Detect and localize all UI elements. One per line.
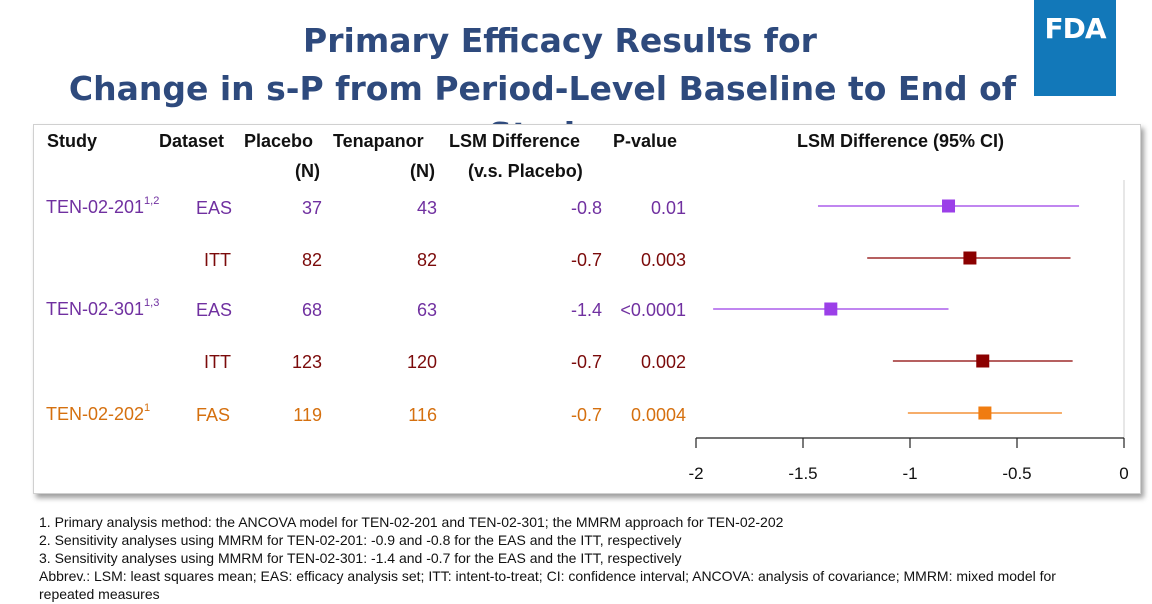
- forest-plot-title: LSM Difference (95% CI): [797, 131, 1005, 151]
- lsm-cell: -0.7: [570, 250, 602, 270]
- dataset-cell: FAS: [196, 405, 231, 425]
- pvalue-cell: <0.0001: [620, 300, 686, 320]
- slide-title-line2: Change in s-P from Period-Level Baseline…: [68, 69, 1017, 154]
- header-dataset: Dataset: [159, 131, 225, 151]
- study-name: TEN-02-3011,3: [46, 297, 160, 319]
- placebo-n-cell: 123: [291, 352, 322, 372]
- placebo-n-cell: 37: [301, 198, 322, 218]
- placebo-n-cell: 82: [301, 250, 322, 270]
- study-name: TEN-02-2011,2: [46, 195, 160, 217]
- footnote: 2. Sensitivity analyses using MMRM for T…: [39, 532, 682, 548]
- lsm-cell: -0.8: [570, 198, 602, 218]
- footnote: Abbrev.: LSM: least squares mean; EAS: e…: [39, 568, 1056, 602]
- tenapanor-n-cell: 116: [408, 405, 437, 425]
- footnotes: 1. Primary analysis method: the ANCOVA m…: [39, 513, 1099, 603]
- tenapanor-n-cell: 63: [416, 300, 437, 320]
- estimate-marker: [963, 251, 977, 265]
- x-axis-tick-label: 0: [1119, 464, 1128, 483]
- lsm-cell: -0.7: [570, 405, 602, 425]
- dataset-cell: ITT: [204, 250, 231, 270]
- header-lsm-sub: (v.s. Placebo): [468, 161, 583, 181]
- fda-logo: FDA: [1034, 0, 1116, 96]
- slide-title-line1: Primary Efficacy Results for: [303, 21, 817, 60]
- estimate-marker: [978, 406, 992, 420]
- pvalue-cell: 0.002: [640, 352, 686, 372]
- tenapanor-n-cell: 82: [416, 250, 437, 270]
- header-placebo-sub: (N): [295, 161, 320, 181]
- estimate-marker: [824, 302, 838, 316]
- fda-logo-text: FDA: [1044, 12, 1106, 45]
- dataset-cell: ITT: [204, 352, 231, 372]
- header-tenapanor: Tenapanor: [333, 131, 424, 151]
- pvalue-cell: 0.0004: [630, 405, 686, 425]
- x-axis-tick-label: -1.5: [788, 464, 817, 483]
- dataset-cell: EAS: [196, 300, 233, 320]
- tenapanor-n-cell: 43: [416, 198, 437, 218]
- estimate-marker: [942, 199, 956, 213]
- lsm-cell: -1.4: [570, 300, 602, 320]
- x-axis-tick-label: -0.5: [1002, 464, 1031, 483]
- footnote: 1. Primary analysis method: the ANCOVA m…: [39, 514, 784, 530]
- estimate-marker: [976, 354, 990, 368]
- header-pvalue: P-value: [613, 131, 678, 151]
- header-lsm: LSM Difference: [449, 131, 581, 151]
- pvalue-cell: 0.003: [640, 250, 686, 270]
- footnote: 3. Sensitivity analyses using MMRM for T…: [39, 550, 682, 566]
- x-axis-tick-label: -2: [688, 464, 703, 483]
- placebo-n-cell: 68: [301, 300, 322, 320]
- header-tenapanor-sub: (N): [410, 161, 435, 181]
- dataset-cell: EAS: [196, 198, 233, 218]
- header-study: Study: [47, 131, 98, 151]
- results-panel: [33, 124, 1141, 494]
- tenapanor-n-cell: 120: [406, 352, 437, 372]
- study-name: TEN-02-2021: [46, 402, 151, 424]
- placebo-n-cell: 119: [293, 405, 322, 425]
- header-placebo: Placebo: [244, 131, 314, 151]
- x-axis-tick-label: -1: [902, 464, 917, 483]
- pvalue-cell: 0.01: [650, 198, 686, 218]
- lsm-cell: -0.7: [570, 352, 602, 372]
